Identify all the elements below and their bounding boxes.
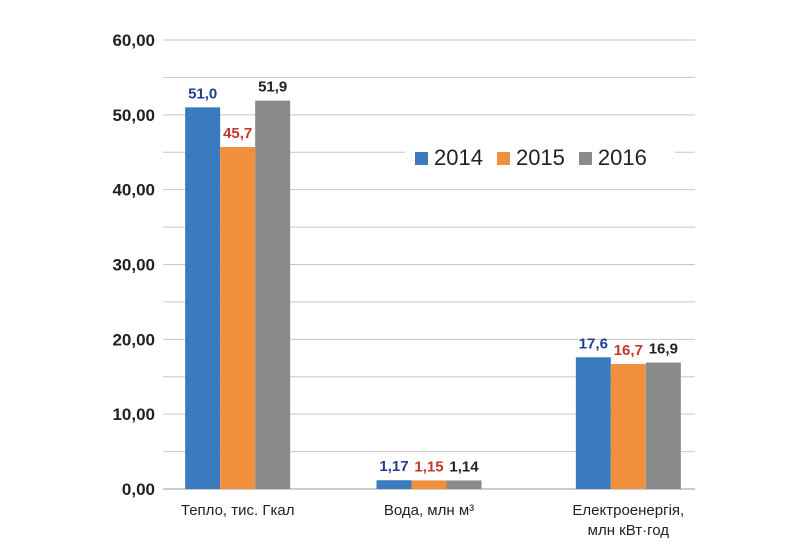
bar-2016 [446,480,482,489]
data-label-2014: 17,6 [579,335,608,352]
legend-swatch-2016 [578,151,592,165]
data-label-2014: 1,17 [379,458,408,475]
data-label-2016: 51,9 [258,79,287,96]
legend-item-2016: 2016 [578,145,647,171]
bar-2015 [220,147,256,490]
x-tick-label: млн кВт·год [588,522,670,539]
x-tick-label: Тепло, тис. Гкал [181,502,295,519]
data-label-2015: 16,7 [614,342,643,359]
legend-item-2014: 2014 [415,145,483,171]
legend-label-2015: 2015 [515,145,565,170]
bar-2014 [575,357,611,489]
legend-label-2014: 2014 [434,145,483,170]
bar-2015 [411,480,447,489]
legend-swatch-2014 [415,151,428,165]
bar-2014 [185,107,221,489]
x-tick-label: Вода, млн м³ [384,502,474,519]
y-tick-label: 0,00 [122,480,155,499]
legend-item-2015: 2015 [496,145,565,171]
y-tick-label: 20,00 [112,330,155,349]
bar-2016 [645,362,681,489]
y-tick-label: 50,00 [112,106,155,125]
bar-2014 [376,480,412,489]
y-tick-label: 10,00 [112,405,155,424]
data-label-2014: 51,0 [188,85,217,102]
data-label-2016: 16,9 [649,341,678,358]
x-tick-label: Електроенергія, [572,502,684,519]
y-tick-label: 30,00 [112,256,155,275]
bar-2015 [610,364,646,489]
y-tick-label: 40,00 [112,181,155,200]
data-label-2016: 1,14 [449,458,479,475]
data-label-2015: 1,15 [414,458,443,475]
legend-swatch-2015 [496,151,510,165]
bar-2016 [255,100,291,490]
legend: 2014 2015 2016 [405,138,675,178]
legend-label-2016: 2016 [597,145,647,170]
y-tick-label: 60,00 [112,31,155,50]
data-label-2015: 45,7 [223,125,252,142]
